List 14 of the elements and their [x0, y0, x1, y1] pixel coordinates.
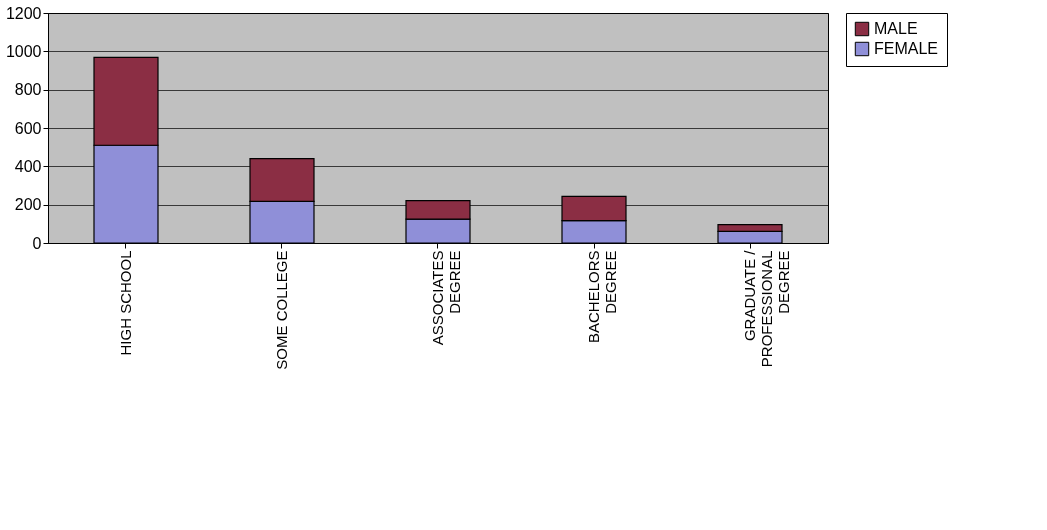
- y-tick-label: 1200: [5, 4, 42, 22]
- y-tick-label: 0: [32, 234, 42, 252]
- y-tick-label: 800: [14, 81, 42, 99]
- legend-label: MALE: [874, 20, 918, 37]
- y-tick-label: 600: [14, 119, 42, 137]
- legend-label: FEMALE: [874, 40, 939, 57]
- x-tick-label: ASSOCIATES DEGREE: [429, 250, 463, 346]
- x-tick-label: HIGH SCHOOL: [117, 250, 134, 356]
- y-tick-label: 400: [14, 157, 42, 175]
- x-tick-label: SOME COLLEGE: [273, 250, 290, 370]
- y-tick-label: 200: [14, 196, 42, 214]
- x-tick-label: BACHELORS DEGREE: [585, 250, 619, 344]
- y-tick-label: 1000: [5, 42, 42, 60]
- x-tick-label: GRADUATE / PROFESSIONAL DEGREE: [741, 249, 792, 368]
